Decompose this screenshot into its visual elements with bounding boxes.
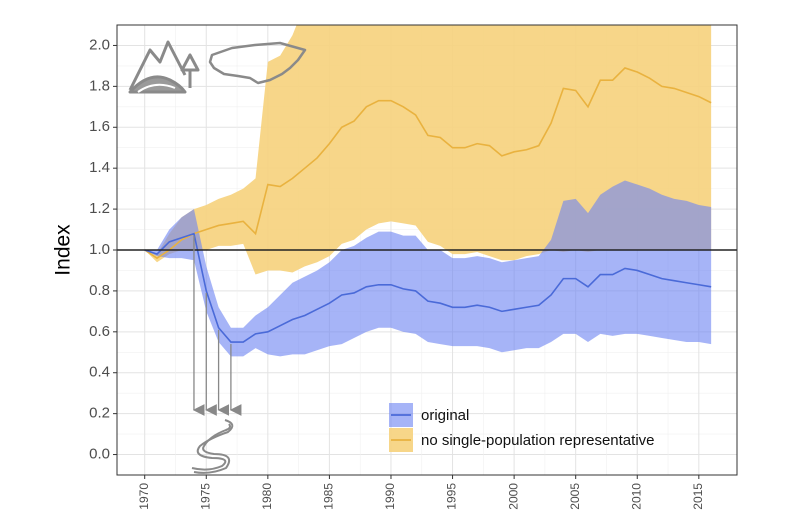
x-tick-label: 1990 xyxy=(383,483,397,510)
x-tick-label: 2000 xyxy=(506,483,520,510)
y-tick-label: 1.4 xyxy=(89,159,110,176)
lines xyxy=(117,67,737,343)
y-tick-label: 0.0 xyxy=(89,446,110,463)
legend: original no single-population representat… xyxy=(389,403,655,452)
y-tick-label: 1.2 xyxy=(89,200,110,217)
y-tick-label: 0.8 xyxy=(89,282,110,299)
legend-label: original xyxy=(421,407,469,424)
x-tick-label: 1985 xyxy=(322,483,336,510)
x-tick-label: 1970 xyxy=(137,483,151,510)
y-tick-label: 1.6 xyxy=(89,118,110,135)
y-tick-label: 0.4 xyxy=(89,364,110,381)
x-tick-label: 1995 xyxy=(445,483,459,510)
snake-icon xyxy=(191,419,234,474)
y-tick-label: 0.2 xyxy=(89,405,110,422)
y-tick-label: 2.0 xyxy=(89,36,110,53)
map-icon xyxy=(208,41,307,85)
confidence-band xyxy=(144,180,712,357)
x-tick-label: 1980 xyxy=(260,483,274,510)
legend-label: no single-population representative xyxy=(421,432,655,449)
y-tick-label: 0.6 xyxy=(89,323,110,340)
y-tick-label: 1.0 xyxy=(89,241,110,258)
y-axis-label: Index xyxy=(52,224,75,276)
bands xyxy=(144,25,712,357)
series-line xyxy=(144,232,712,343)
y-tick-label: 1.8 xyxy=(89,77,110,94)
series-line xyxy=(144,67,712,260)
x-tick-label: 2005 xyxy=(568,483,582,510)
x-tick-label: 1975 xyxy=(198,483,212,510)
mountain-icon xyxy=(128,40,200,94)
x-tick-label: 2010 xyxy=(629,483,643,510)
x-tick-label: 2015 xyxy=(691,483,705,510)
axes: 0.0 0.2 0.4 0.6 0.8 1.0 1.2 1.4 1.6 1.8 2.0 1970 197… xyxy=(89,36,705,509)
